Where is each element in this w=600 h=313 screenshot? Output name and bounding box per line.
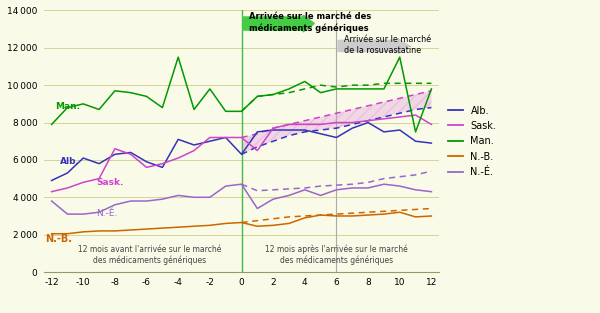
Text: Arrivée sur le marché des
médicaments génériques: Arrivée sur le marché des médicaments gé… xyxy=(250,12,371,33)
Text: 12 mois avant l'arrivée sur le marché
des médicaments génériques: 12 mois avant l'arrivée sur le marché de… xyxy=(78,245,221,265)
FancyArrow shape xyxy=(338,38,409,54)
Text: Arrivée sur le marché
de la rosuvastatine: Arrivée sur le marché de la rosuvastatin… xyxy=(344,35,431,55)
Text: 12 mois après l'arrivée sur le marché
des médicaments génériques: 12 mois après l'arrivée sur le marché de… xyxy=(265,244,408,265)
Text: Alb.: Alb. xyxy=(59,156,79,166)
Legend: Alb., Sask., Man., N.-B., N.-É.: Alb., Sask., Man., N.-B., N.-É. xyxy=(448,105,496,177)
Text: Man.: Man. xyxy=(55,102,80,111)
Text: N.-B.: N.-B. xyxy=(45,234,72,244)
FancyArrow shape xyxy=(243,15,314,32)
Text: N.-É.: N.-É. xyxy=(96,209,117,218)
Text: Sask.: Sask. xyxy=(96,178,123,187)
